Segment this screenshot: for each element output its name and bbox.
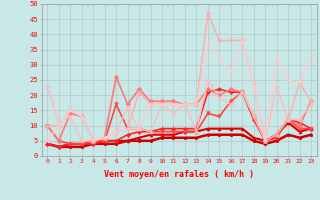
X-axis label: Vent moyen/en rafales ( km/h ): Vent moyen/en rafales ( km/h ): [104, 170, 254, 179]
